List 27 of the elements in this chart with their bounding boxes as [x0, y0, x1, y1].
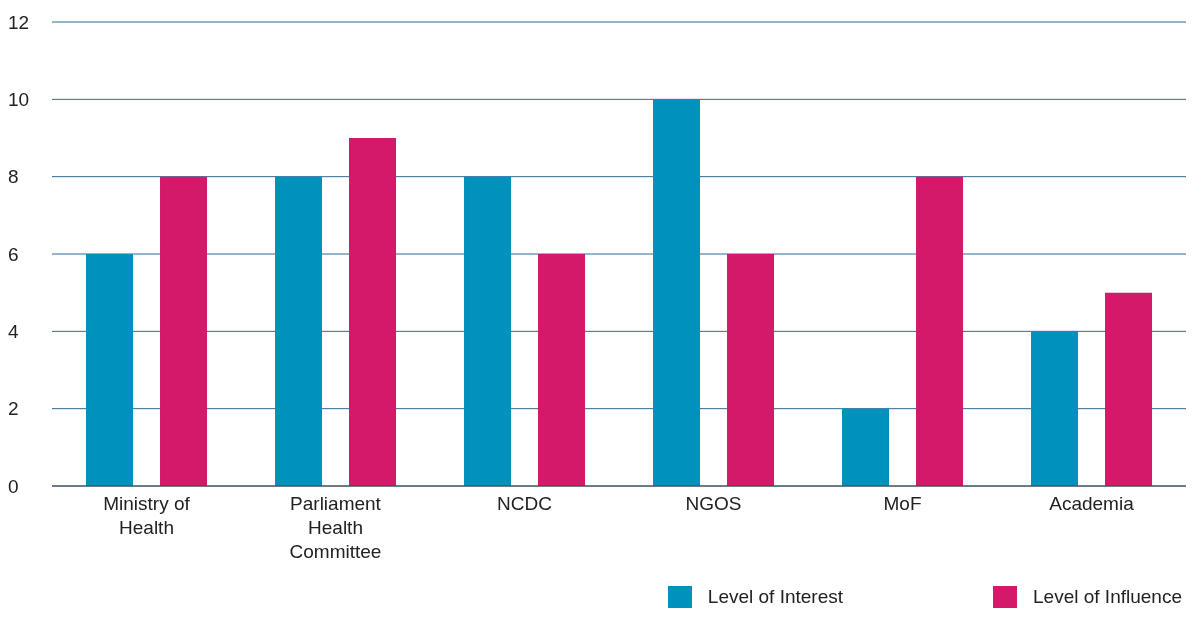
x-tick-label: Parliament Health Committee [289, 493, 382, 562]
y-tick-label: 2 [8, 398, 19, 420]
bar [653, 99, 701, 486]
bar [464, 176, 512, 486]
bar [160, 176, 208, 486]
bar [349, 138, 397, 486]
y-tick-label: 10 [8, 89, 30, 111]
x-tick-label: MoF [883, 493, 922, 514]
y-tick-label: 0 [8, 475, 19, 497]
legend-label: Level of Influence [1033, 586, 1182, 608]
bar [538, 254, 586, 486]
legend-label: Level of Interest [707, 586, 844, 608]
bar [1105, 292, 1153, 486]
x-tick-label: NGOS [685, 493, 742, 514]
bar [916, 176, 964, 486]
bar [727, 254, 775, 486]
x-tick-label: Ministry of Health [103, 493, 191, 538]
bar [86, 254, 134, 486]
y-tick-label: 6 [8, 243, 19, 265]
y-tick-label: 12 [8, 11, 30, 33]
x-tick-label: Academia [1049, 493, 1135, 514]
x-tick-label: NCDC [497, 493, 552, 514]
y-tick-label: 8 [8, 166, 19, 188]
bar [842, 408, 890, 486]
bar [275, 176, 323, 486]
y-tick-label: 4 [8, 321, 19, 343]
bar [1031, 331, 1079, 486]
